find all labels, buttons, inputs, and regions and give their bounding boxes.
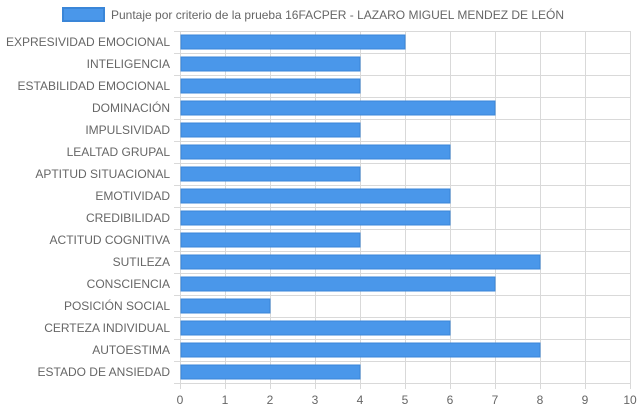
- x-tick-label: 8: [537, 393, 544, 407]
- bar[interactable]: [180, 188, 451, 204]
- x-tick-label: 9: [582, 393, 589, 407]
- bar[interactable]: [180, 320, 451, 336]
- x-tick-label: 3: [312, 393, 319, 407]
- bar[interactable]: [180, 100, 496, 116]
- bar[interactable]: [180, 144, 451, 160]
- category-label: ACTITUD COGNITIVA: [50, 233, 170, 247]
- category-label: SUTILEZA: [113, 255, 170, 269]
- bars: [180, 34, 541, 380]
- category-label: DOMINACIÓN: [92, 100, 170, 115]
- x-tick-label: 1: [222, 393, 229, 407]
- legend-swatch[interactable]: [62, 7, 105, 22]
- bar[interactable]: [180, 210, 451, 226]
- category-label: POSICIÓN SOCIAL: [64, 298, 170, 313]
- bar[interactable]: [180, 298, 271, 314]
- legend[interactable]: Puntaje por criterio de la prueba 16FACP…: [62, 7, 564, 22]
- legend-label[interactable]: Puntaje por criterio de la prueba 16FACP…: [111, 7, 564, 22]
- category-label: IMPULSIVIDAD: [85, 123, 170, 137]
- category-label: ESTADO DE ANSIEDAD: [38, 365, 171, 379]
- x-tick-label: 4: [357, 393, 364, 407]
- bar[interactable]: [180, 276, 496, 292]
- bar[interactable]: [180, 56, 361, 72]
- bar[interactable]: [180, 232, 361, 248]
- category-label: AUTOESTIMA: [92, 343, 170, 357]
- x-tick-label: 10: [623, 393, 637, 407]
- category-label: EMOTIVIDAD: [95, 189, 170, 203]
- category-label: CERTEZA INDIVIDUAL: [44, 321, 170, 335]
- bar[interactable]: [180, 78, 361, 94]
- x-tick-label: 5: [402, 393, 409, 407]
- category-labels: EXPRESIVIDAD EMOCIONAL INTELIGENCIA ESTABI…: [6, 35, 170, 379]
- category-label: CREDIBILIDAD: [86, 211, 170, 225]
- x-tick-label: 0: [177, 393, 184, 407]
- bar[interactable]: [180, 122, 361, 138]
- x-axis-tick-labels: 0 1 2 3 4 5 6 7 8 9 10: [177, 393, 637, 407]
- category-label: APTITUD SITUACIONAL: [35, 167, 170, 181]
- bar[interactable]: [180, 364, 361, 380]
- x-tick-label: 7: [492, 393, 499, 407]
- bar[interactable]: [180, 254, 541, 270]
- category-label: INTELIGENCIA: [87, 57, 170, 71]
- category-label: CONSCIENCIA: [87, 277, 170, 291]
- bar[interactable]: [180, 342, 541, 358]
- category-label: EXPRESIVIDAD EMOCIONAL: [6, 35, 170, 49]
- bar[interactable]: [180, 34, 406, 50]
- category-label: LEALTAD GRUPAL: [67, 145, 171, 159]
- category-label: ESTABILIDAD EMOCIONAL: [18, 79, 171, 93]
- grid-lines: [174, 31, 631, 389]
- bar[interactable]: [180, 166, 361, 182]
- x-tick-label: 2: [267, 393, 274, 407]
- x-tick-label: 6: [447, 393, 454, 407]
